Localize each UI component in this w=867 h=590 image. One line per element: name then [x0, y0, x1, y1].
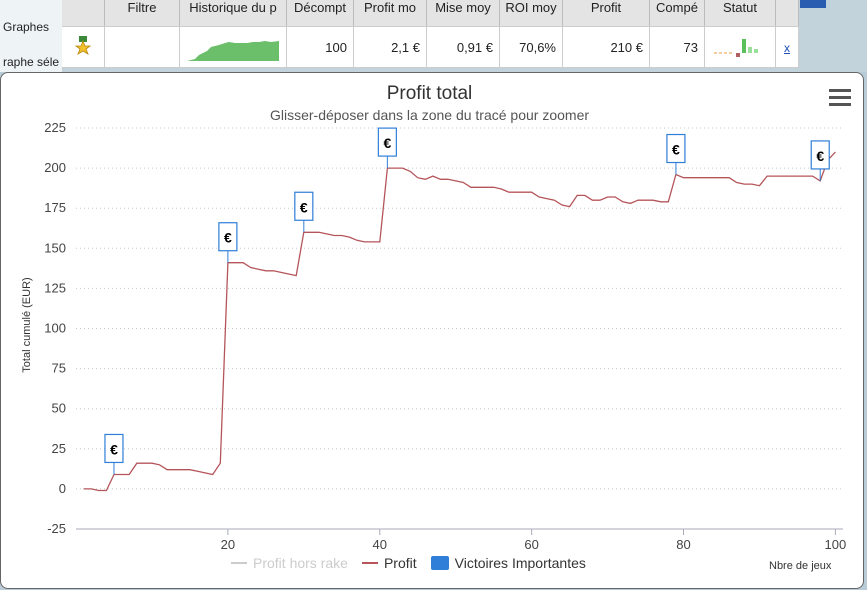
- legend-swatch-profit-hors-rake: [231, 562, 247, 564]
- chart-subtitle: Glisser-déposer dans la zone du tracé po…: [269, 107, 590, 123]
- victory-flag-label: €: [224, 230, 232, 246]
- blue-corner-button[interactable]: [800, 0, 826, 8]
- chart-panel: Profit total Glisser-déposer dans la zon…: [0, 72, 864, 589]
- avg-stake-cell: 0,91 €: [426, 26, 500, 68]
- history-sparkline: [187, 40, 279, 61]
- y-tick-label: 50: [52, 401, 66, 416]
- col-action: [775, 0, 799, 27]
- col-filter[interactable]: Filtre: [104, 0, 180, 27]
- victory-flag[interactable]: €: [666, 133, 686, 175]
- legend-swatch-victories: [430, 556, 449, 570]
- y-axis-label: Total cumulé (EUR): [21, 277, 33, 373]
- col-avg-stake[interactable]: Mise moy: [426, 0, 500, 27]
- x-tick-label: 100: [825, 537, 847, 552]
- avg-profit-cell: 2,1 €: [353, 26, 427, 68]
- y-tick-label: -25: [47, 521, 66, 536]
- status-cell: [704, 26, 776, 68]
- legend-profit-hors-rake[interactable]: Profit hors rake: [253, 555, 348, 571]
- stats-table: Filtre Historique du p Décompt Profit mo…: [62, 0, 799, 68]
- x-axis-label: Nbre de jeux: [769, 560, 832, 572]
- star-icon-cell: [62, 26, 105, 68]
- y-tick-label: 225: [44, 120, 66, 135]
- graphs-label: Graphes: [3, 20, 50, 34]
- y-tick-label: 0: [59, 481, 66, 496]
- col-history[interactable]: Historique du p: [179, 0, 287, 27]
- y-tick-label: 175: [44, 200, 66, 215]
- y-tick-label: 125: [44, 280, 66, 295]
- victory-flag[interactable]: €: [810, 140, 830, 181]
- col-status[interactable]: Statut: [704, 0, 776, 27]
- remove-cell: x: [775, 26, 799, 68]
- comp-cell: 73: [649, 26, 705, 68]
- victory-flag-label: €: [816, 148, 824, 164]
- selected-graph-label: raphe séle: [3, 55, 60, 69]
- col-avg-profit[interactable]: Profit mo: [353, 0, 427, 27]
- chart-title: Profit total: [386, 83, 473, 104]
- x-tick-label: 20: [221, 537, 235, 552]
- y-tick-label: 200: [44, 160, 66, 175]
- x-tick-label: 80: [676, 537, 690, 552]
- star-medal-icon: [74, 35, 92, 55]
- legend-swatch-profit: [361, 562, 378, 564]
- victory-flag-label: €: [110, 441, 118, 457]
- x-tick-label: 40: [373, 537, 387, 552]
- col-count[interactable]: Décompt: [286, 0, 354, 27]
- table-header-row: Filtre Historique du p Décompt Profit mo…: [62, 0, 799, 27]
- history-sparkline-cell: [179, 26, 287, 68]
- count-cell: 100: [286, 26, 354, 68]
- victory-flag[interactable]: €: [294, 191, 314, 233]
- victory-flag[interactable]: €: [377, 127, 397, 169]
- left-panel: Graphes raphe séle: [0, 0, 63, 72]
- col-icon: [62, 0, 105, 27]
- col-roi[interactable]: ROI moy: [499, 0, 563, 27]
- y-tick-label: 75: [52, 361, 66, 376]
- profit-cell: 210 €: [562, 26, 650, 68]
- legend-victories[interactable]: Victoires Importantes: [454, 555, 586, 571]
- status-sparkline: [714, 38, 758, 57]
- roi-cell: 70,6%: [499, 26, 563, 68]
- x-tick-label: 60: [524, 537, 538, 552]
- y-tick-label: 100: [44, 321, 66, 336]
- victory-flag[interactable]: €: [218, 222, 238, 263]
- victory-flag[interactable]: €: [104, 433, 124, 475]
- profit-series-line: [83, 151, 836, 492]
- y-tick-label: 25: [52, 441, 66, 456]
- chart-menu-icon[interactable]: [829, 89, 851, 107]
- chart-legend: Profit hors rake Profit Victoires Import…: [231, 555, 586, 571]
- col-profit[interactable]: Profit: [562, 0, 650, 27]
- victory-flag-label: €: [383, 135, 391, 151]
- y-tick-label: 150: [44, 240, 66, 255]
- victory-flag-label: €: [300, 199, 308, 215]
- col-comp[interactable]: Compé: [649, 0, 705, 27]
- legend-profit[interactable]: Profit: [383, 555, 417, 571]
- filter-cell: [104, 26, 180, 68]
- table-row[interactable]: 100 2,1 € 0,91 € 70,6% 210 € 73 x: [62, 26, 799, 68]
- remove-link[interactable]: x: [784, 40, 790, 55]
- victory-flag-label: €: [672, 142, 680, 158]
